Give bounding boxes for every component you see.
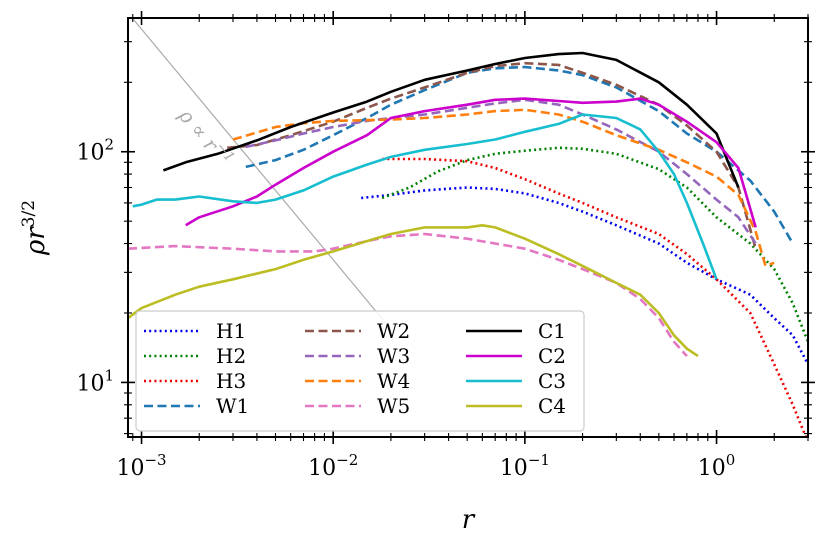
y-tick-label: 102 (76, 136, 114, 166)
x-tick-label: 10−3 (116, 451, 166, 481)
legend-label-c4: C4 (538, 394, 566, 418)
slope-annotation: ρ ∝ r−1 (174, 102, 238, 172)
series-line-h3 (382, 157, 808, 437)
legend-label-c1: C1 (538, 319, 566, 343)
legend-label-h3: H3 (216, 369, 246, 393)
series-line-w2 (227, 61, 757, 250)
x-tick-label: 10−2 (308, 451, 358, 481)
series-line-w3 (245, 98, 757, 245)
x-axis-label: r (462, 505, 476, 535)
y-axis-label: ρr3/2 (19, 200, 51, 256)
x-tick-label: 10−1 (500, 451, 550, 481)
series-line-c4 (128, 224, 699, 358)
legend-label-c2: C2 (538, 344, 566, 368)
reference-slope-line (131, 18, 392, 330)
legend-label-c3: C3 (538, 369, 566, 393)
x-tick-label: 100 (698, 451, 736, 481)
axes-border (127, 17, 809, 438)
y-tick-label: 101 (76, 366, 114, 396)
series-line-c3 (132, 113, 718, 280)
y-label-base: ρr (21, 226, 51, 256)
series-line-c1 (162, 51, 740, 188)
legend-label-h1: H1 (216, 319, 246, 343)
legend-label-w3: W3 (377, 344, 410, 368)
series-line-w5 (128, 232, 688, 357)
clipped-plot-area (128, 18, 808, 437)
axes-frame (127, 17, 809, 438)
legend-label-w4: W4 (377, 369, 410, 393)
y-label-exponent: 3/2 (19, 200, 39, 227)
legend-label-h2: H2 (216, 344, 246, 368)
slope-annotation-exponent: −1 (212, 139, 237, 165)
series-line-c2 (185, 97, 757, 228)
legend-label-w2: W2 (377, 319, 410, 343)
series-line-w4 (232, 108, 775, 268)
legend-label-w5: W5 (377, 394, 410, 418)
legend-box (135, 310, 585, 432)
ticks: 10−3 10−2 10−1 100 101 102 (76, 11, 815, 481)
legend-label-w1: W1 (216, 394, 249, 418)
